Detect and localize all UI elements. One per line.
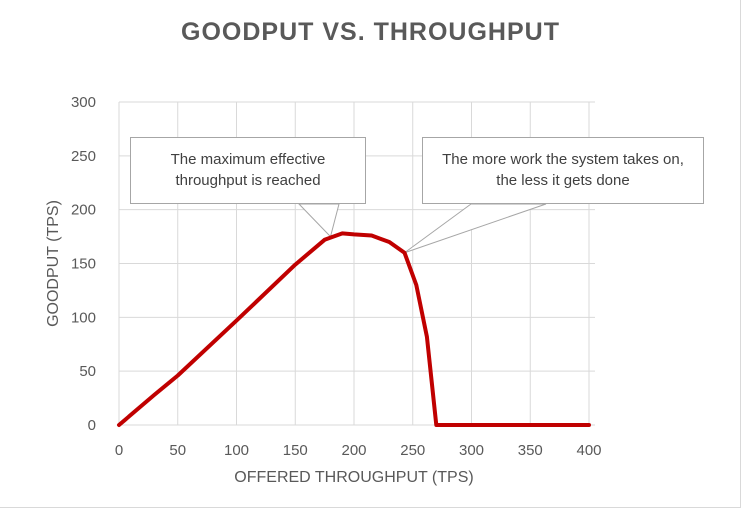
y-tick-label: 250 — [71, 148, 96, 165]
x-tick-label: 300 — [459, 442, 484, 459]
x-tick-label: 0 — [115, 442, 123, 459]
callout-leader-lines — [297, 203, 547, 254]
callout-max-throughput: The maximum effective throughput is reac… — [130, 137, 366, 204]
x-tick-label: 100 — [224, 442, 249, 459]
x-tick-label: 400 — [576, 442, 601, 459]
x-tick-label: 50 — [169, 442, 186, 459]
y-tick-label: 0 — [88, 417, 96, 434]
callout-leader — [297, 203, 340, 238]
x-tick-labels: 0 50 100 150 200 250 300 350 400 — [115, 442, 602, 459]
y-axis-title: GOODPUT (TPS) — [45, 200, 62, 327]
x-tick-label: 200 — [341, 442, 366, 459]
y-tick-labels: 0 50 100 150 200 250 300 — [71, 94, 96, 434]
x-tick-label: 150 — [283, 442, 308, 459]
x-axis-title: OFFERED THROUGHPUT (TPS) — [234, 469, 473, 486]
goodput-series-line — [117, 231, 591, 427]
y-tick-label: 150 — [71, 256, 96, 273]
y-tick-label: 200 — [71, 202, 96, 219]
x-tick-label: 250 — [400, 442, 425, 459]
chart-title: GOODPUT VS. THROUGHPUT — [181, 18, 560, 46]
x-tick-label: 350 — [518, 442, 543, 459]
series-lines — [117, 231, 591, 427]
y-tick-label: 100 — [71, 309, 96, 326]
y-tick-label: 50 — [79, 363, 96, 380]
callout-overload: The more work the system takes on, the l… — [422, 137, 704, 204]
y-tick-label: 300 — [71, 94, 96, 111]
callout-leader — [404, 203, 547, 254]
